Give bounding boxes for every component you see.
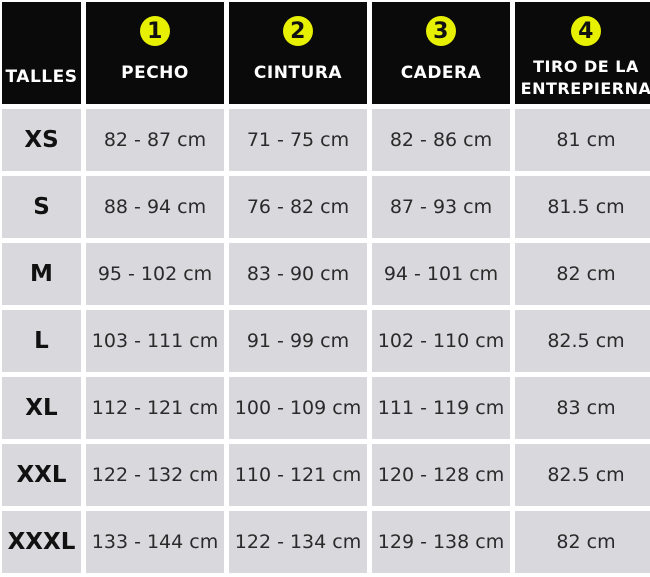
cintura-cell: 71 - 75 cm [229,109,367,171]
pecho-cell: 112 - 121 cm [86,377,224,439]
cintura-cell: 91 - 99 cm [229,310,367,372]
cintura-cell: 122 - 134 cm [229,511,367,573]
size-cell: XXXL [2,511,81,573]
tiro-cell: 82 cm [515,511,650,573]
size-cell: L [2,310,81,372]
pecho-cell: 88 - 94 cm [86,176,224,238]
cintura-cell: 83 - 90 cm [229,243,367,305]
tiro-cell: 81 cm [515,109,650,171]
cintura-cell: 100 - 109 cm [229,377,367,439]
cadera-cell: 129 - 138 cm [372,511,510,573]
size-cell: XS [2,109,81,171]
header-cadera: 3 CADERA [372,2,510,104]
cadera-cell: 102 - 110 cm [372,310,510,372]
cintura-cell: 110 - 121 cm [229,444,367,506]
pecho-cell: 95 - 102 cm [86,243,224,305]
pecho-cell: 82 - 87 cm [86,109,224,171]
cadera-cell: 87 - 93 cm [372,176,510,238]
pecho-cell: 133 - 144 cm [86,511,224,573]
pecho-cell: 122 - 132 cm [86,444,224,506]
tiro-cell: 81.5 cm [515,176,650,238]
header-cintura-label: CINTURA [253,63,343,83]
size-cell: XL [2,377,81,439]
tiro-cell: 83 cm [515,377,650,439]
tiro-cell: 82 cm [515,243,650,305]
header-tiro-label: TIRO DE LA ENTREPIERNA [520,57,650,98]
header-cadera-label: CADERA [400,63,482,83]
size-cell: M [2,243,81,305]
number-badge-3: 3 [426,16,456,46]
cintura-cell: 76 - 82 cm [229,176,367,238]
size-cell: S [2,176,81,238]
size-cell: XXL [2,444,81,506]
cadera-cell: 82 - 86 cm [372,109,510,171]
cadera-cell: 94 - 101 cm [372,243,510,305]
tiro-cell: 82.5 cm [515,310,650,372]
header-talles: TALLES [2,2,81,104]
header-talles-label: TALLES [5,67,78,87]
number-badge-4: 4 [571,16,601,46]
header-cintura: 2 CINTURA [229,2,367,104]
number-badge-1: 1 [140,16,170,46]
cadera-cell: 111 - 119 cm [372,377,510,439]
tiro-cell: 82.5 cm [515,444,650,506]
cadera-cell: 120 - 128 cm [372,444,510,506]
header-pecho-label: PECHO [121,63,189,83]
number-badge-2: 2 [283,16,313,46]
header-tiro: 4 TIRO DE LA ENTREPIERNA [515,2,650,104]
pecho-cell: 103 - 111 cm [86,310,224,372]
header-pecho: 1 PECHO [86,2,224,104]
